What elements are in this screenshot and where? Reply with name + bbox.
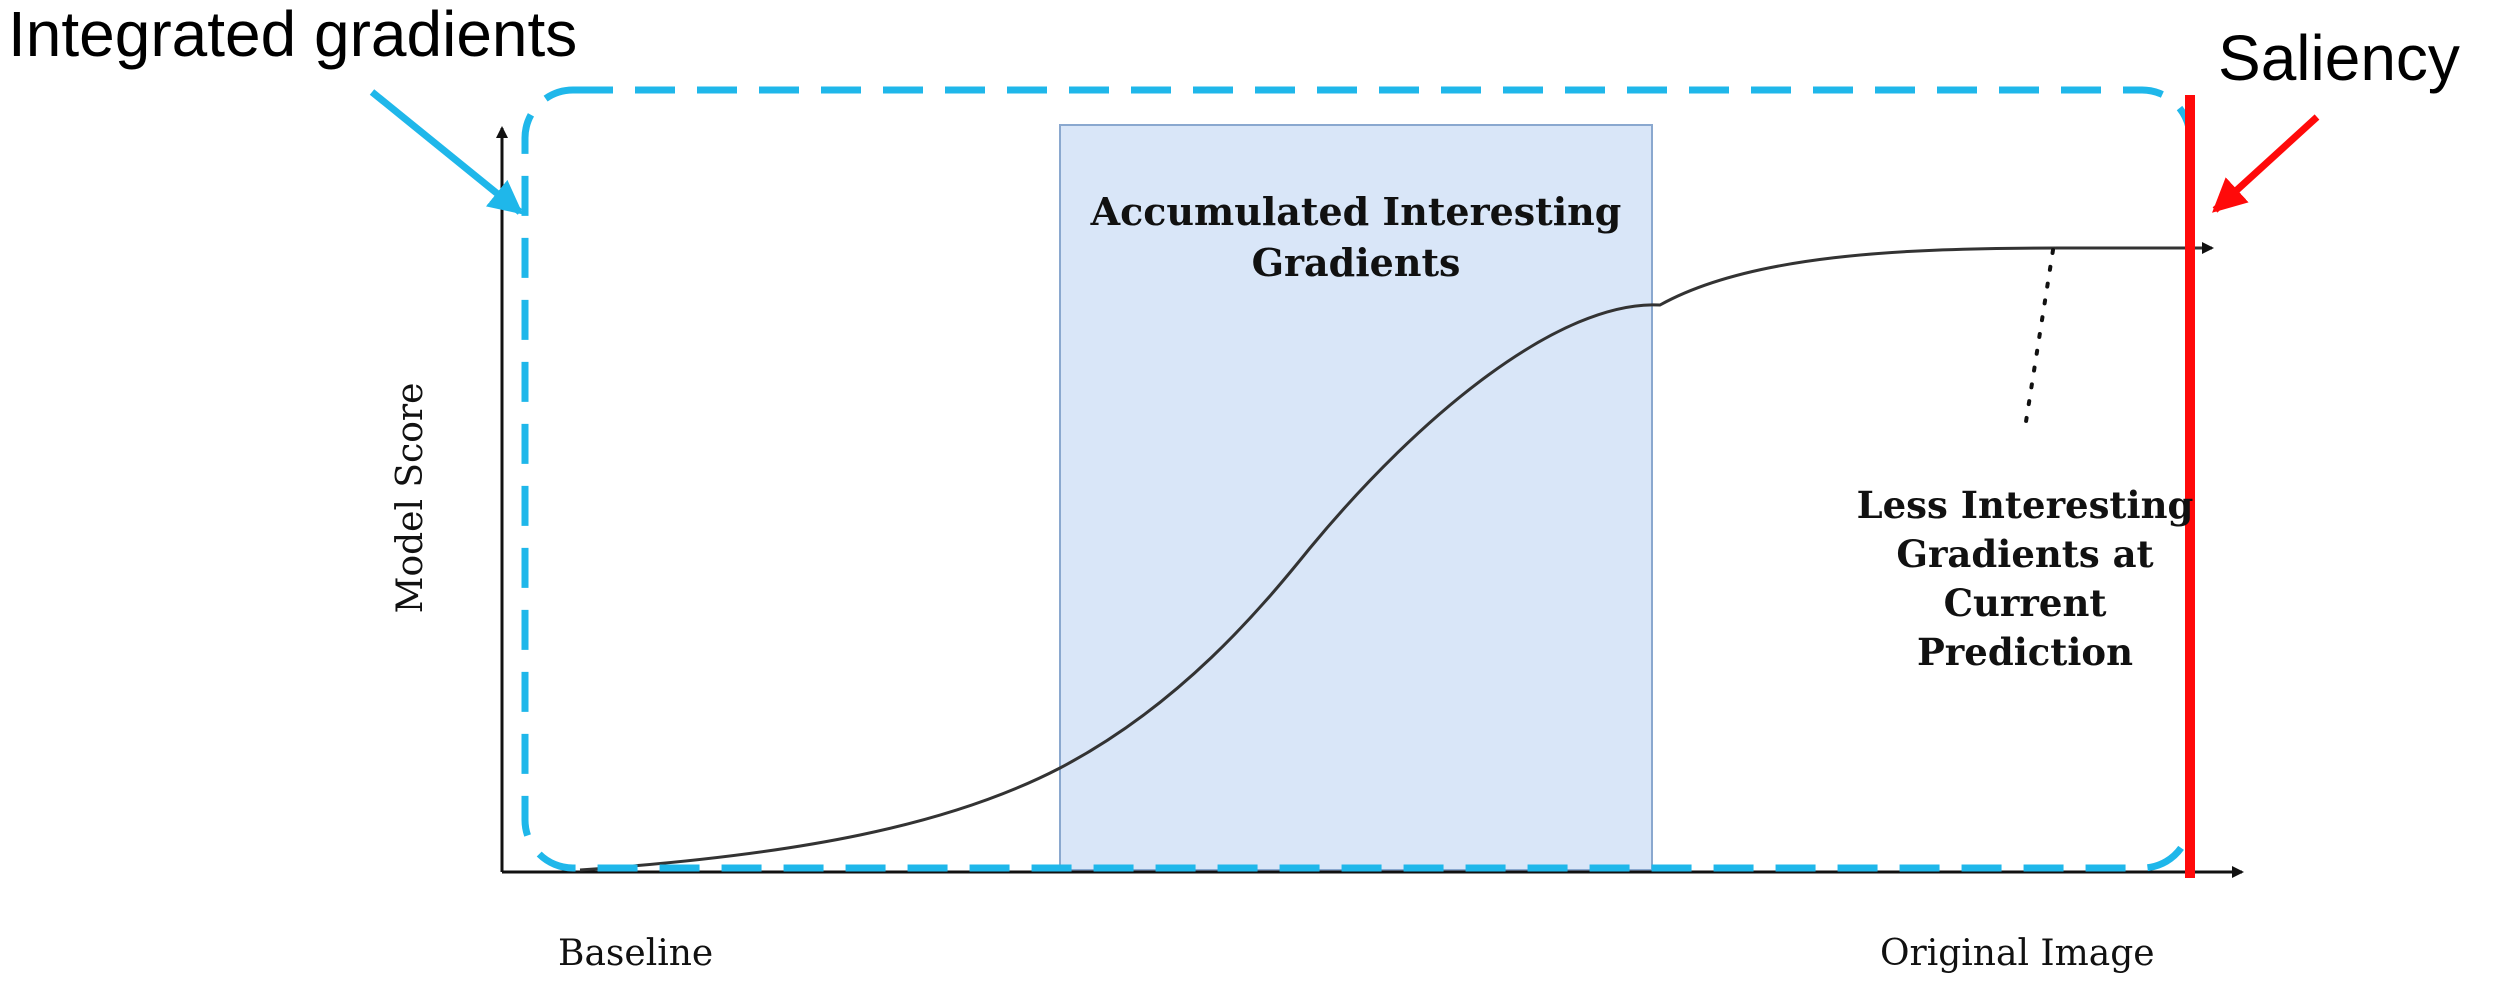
saliency-arrow xyxy=(2212,114,2320,213)
model-score-curve xyxy=(579,246,2200,872)
x-axis-end-label: Original Image xyxy=(1880,933,2155,974)
x-axis-start-label: Baseline xyxy=(558,933,713,974)
integrated-gradients-arrow xyxy=(369,89,524,215)
accumulated-label-line2: Gradients xyxy=(1252,240,1461,285)
less-interesting-leader xyxy=(2023,248,2055,430)
less-interesting-line4: Prediction xyxy=(1917,630,2133,674)
accumulated-gradients-region xyxy=(1059,124,1653,871)
less-interesting-line1: Less Interesting xyxy=(1857,483,2194,527)
less-interesting-line3: Current xyxy=(1944,581,2107,625)
accumulated-label-line1: Accumulated Interesting xyxy=(1090,189,1622,234)
saliency-label: Saliency xyxy=(2218,22,2460,94)
less-interesting-line2: Gradients at xyxy=(1896,532,2153,576)
integrated-gradients-label: Integrated gradients xyxy=(8,0,577,70)
y-axis-label: Model Score xyxy=(390,383,431,614)
